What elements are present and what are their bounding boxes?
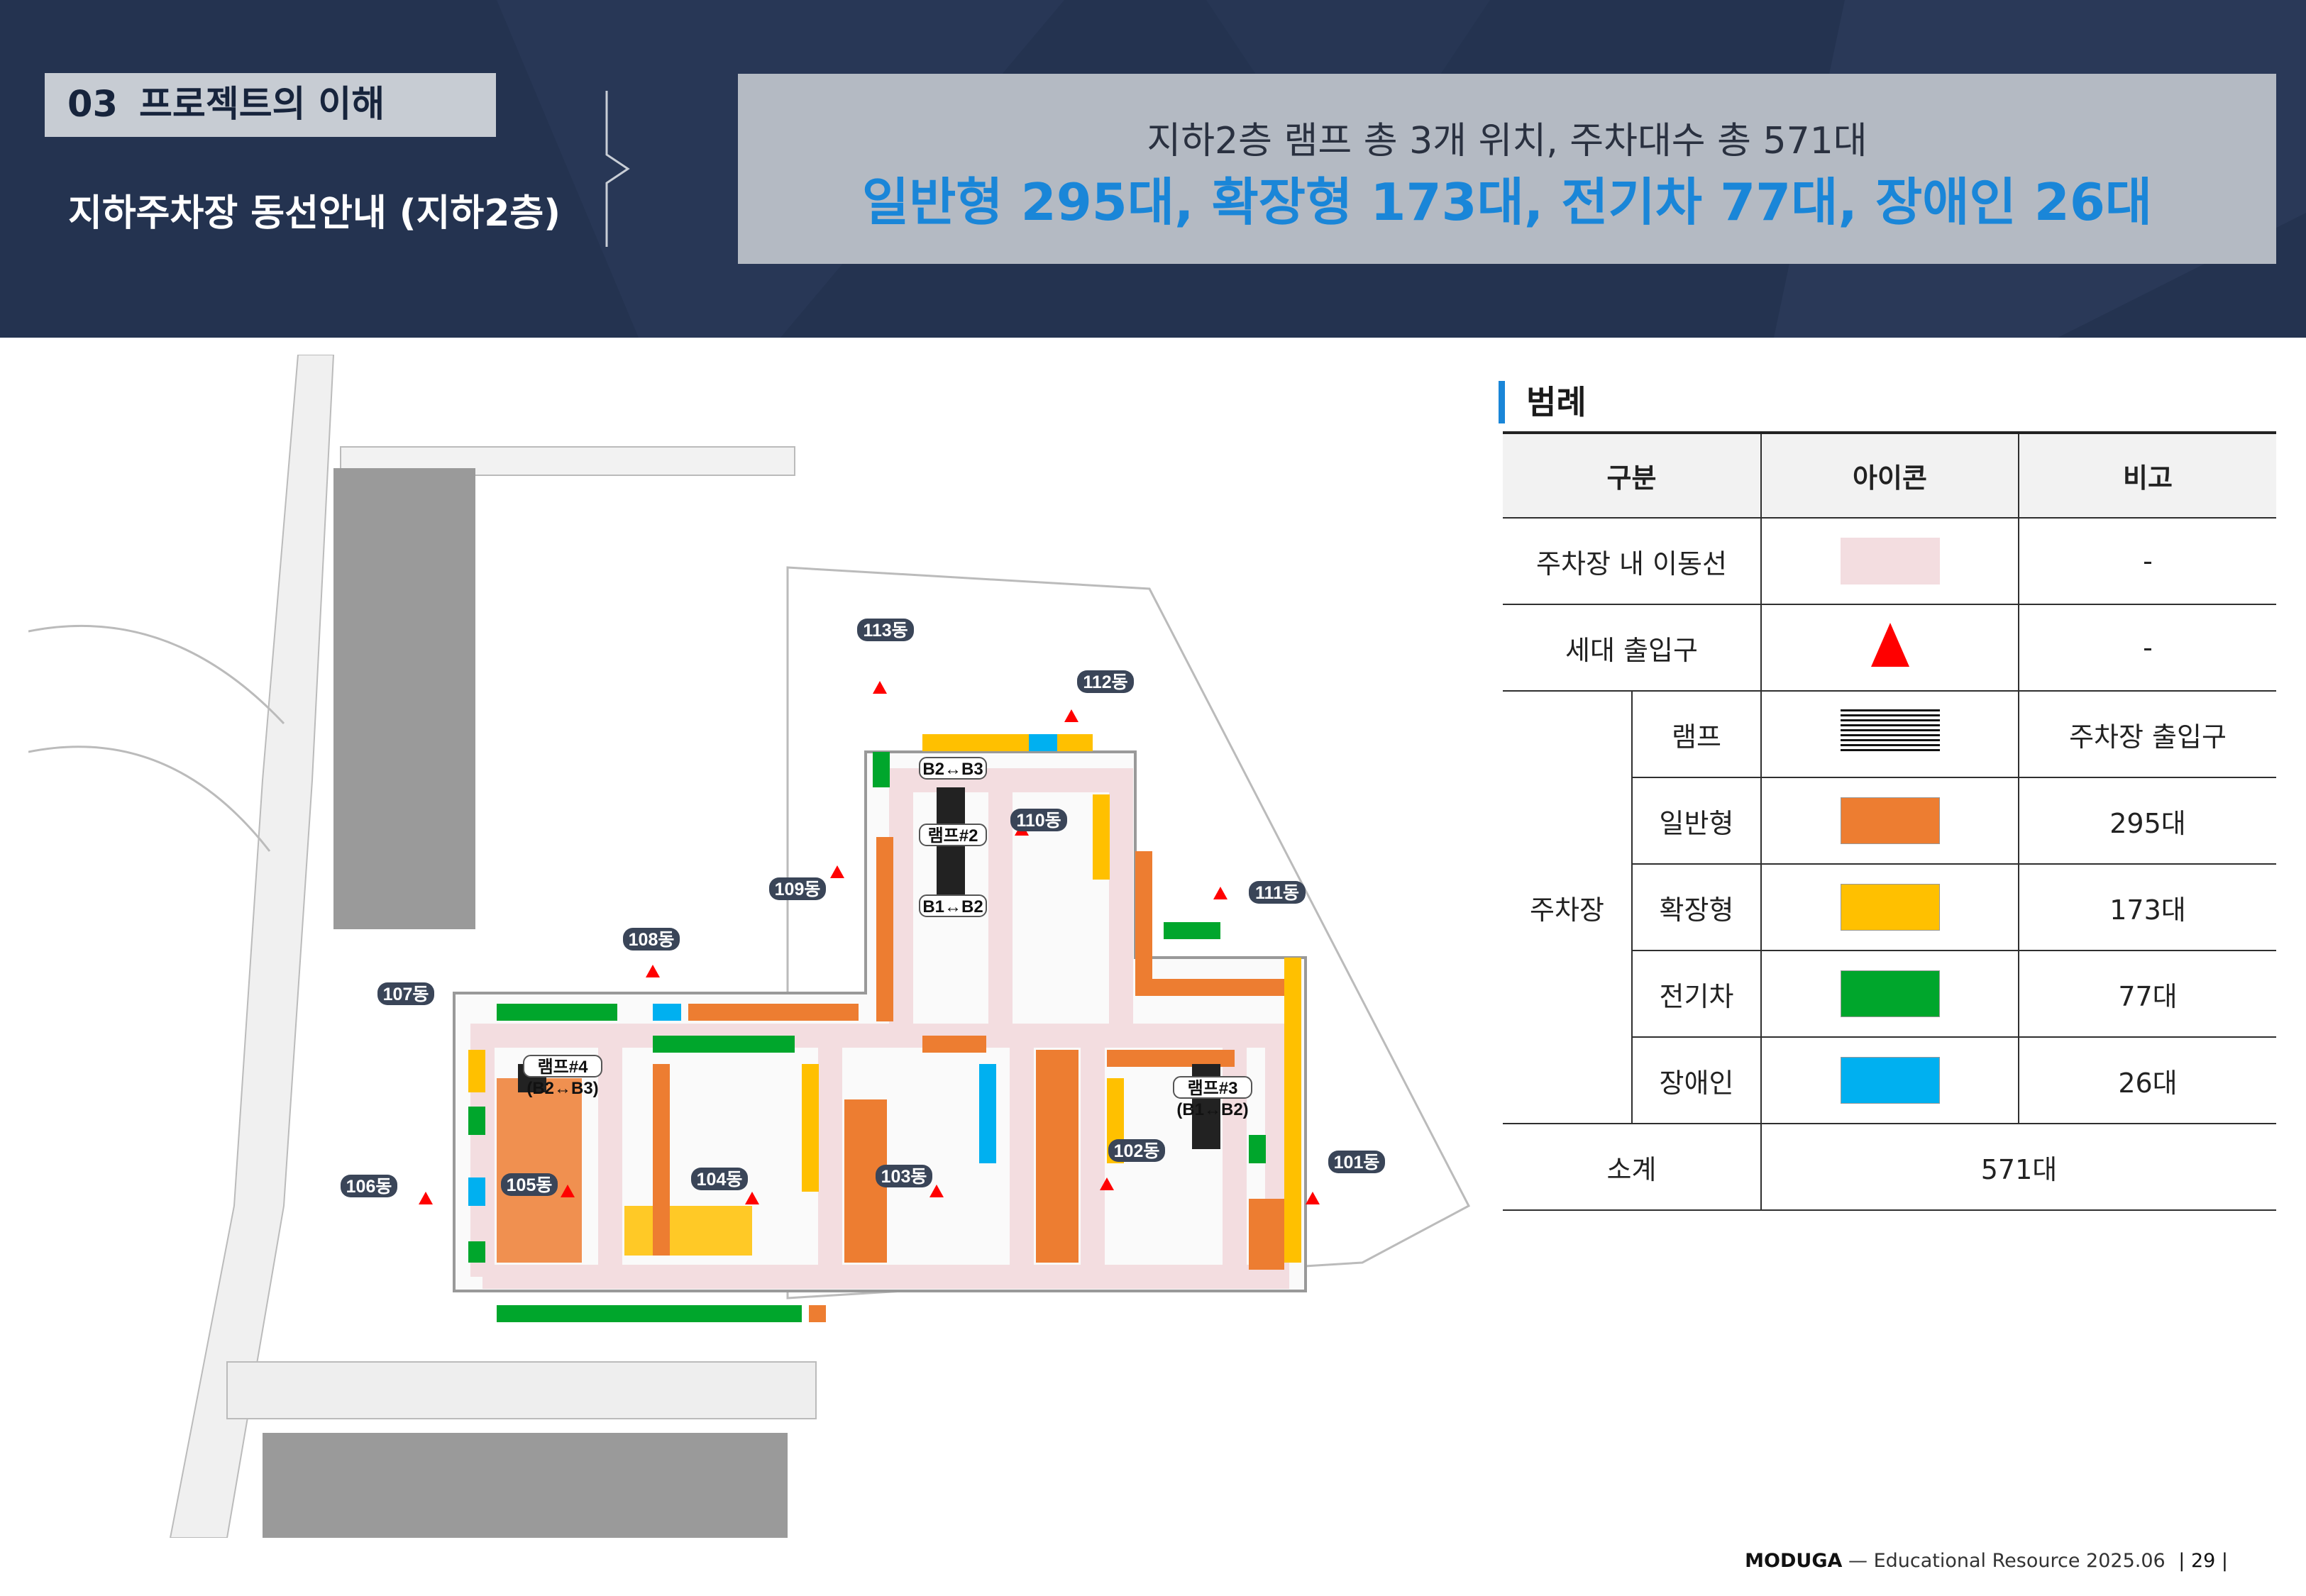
route-swatch: [1840, 538, 1940, 584]
building-106: 106동: [341, 1175, 397, 1197]
footer: MODUGA — Educational Resource 2025.06 | …: [1745, 1550, 2235, 1572]
footer-dash: —: [1848, 1550, 1868, 1572]
section-number: 03: [67, 84, 118, 126]
svg-text:105동: 105동: [507, 1175, 553, 1195]
red-triangle-icon: [1870, 622, 1909, 667]
legend-table: 구분 아이콘 비고 주차장 내 이동선 - 세대 출입구 - 주차장 램프 주차…: [1503, 431, 2276, 1211]
disabled-swatch: [1840, 1057, 1940, 1104]
page-number: | 29 |: [2178, 1550, 2228, 1572]
svg-text:111동: 111동: [1255, 883, 1299, 903]
legend-expanded-icon: [1760, 863, 2019, 951]
building-112: 112동: [1077, 670, 1134, 693]
legend-title: 범례: [1499, 381, 1587, 423]
building-113: 113동: [857, 619, 914, 641]
legend-disabled-note: 26대: [2018, 1036, 2276, 1124]
building-107: 107동: [377, 982, 434, 1005]
legend-header-note: 비고: [2018, 431, 2276, 519]
unit-entrances: [419, 681, 1320, 1204]
legend-entrance-note: -: [2018, 604, 2276, 692]
section-title: 프로젝트의 이해: [138, 84, 385, 126]
legend-general-label: 일반형: [1632, 777, 1762, 865]
section-tag: 03 프로젝트의 이해: [45, 73, 496, 137]
legend-header-category: 구분: [1503, 431, 1762, 519]
building-101: 101동: [1328, 1151, 1385, 1173]
ramp-label-b1-b2: B1↔B2: [922, 897, 983, 916]
building-105: 105동: [501, 1173, 558, 1196]
building-108: 108동: [623, 928, 680, 951]
svg-text:113동: 113동: [863, 621, 907, 641]
summary-line-2: 일반형 295대, 확장형 173대, 전기차 77대, 장애인 26대: [861, 172, 2153, 232]
legend-header-icon: 아이콘: [1760, 431, 2019, 519]
drive-route: [470, 768, 1289, 1289]
footer-brand: MODUGA: [1745, 1550, 1843, 1572]
ramp-label-2: 램프#2: [928, 826, 978, 846]
expanded-swatch: [1840, 884, 1940, 931]
legend-route-note: -: [2018, 517, 2276, 605]
legend-ramp-label: 램프: [1631, 690, 1762, 778]
svg-text:107동: 107동: [383, 985, 429, 1004]
svg-text:101동: 101동: [1334, 1153, 1380, 1173]
svg-text:106동: 106동: [346, 1177, 392, 1197]
legend-expanded-label: 확장형: [1632, 863, 1762, 951]
ramp-label-4-sub: (B2↔B3): [526, 1079, 598, 1098]
building-109: 109동: [769, 877, 826, 900]
legend-total-value: 571대: [1760, 1123, 2276, 1211]
svg-text:104동: 104동: [697, 1170, 743, 1190]
footer-text: Educational Resource 2025.06: [1873, 1550, 2166, 1572]
legend-disabled-label: 장애인: [1632, 1036, 1762, 1124]
ramp-label-3: 램프#3: [1188, 1079, 1238, 1098]
legend-expanded-note: 173대: [2018, 863, 2276, 951]
legend-total-label: 소계: [1503, 1123, 1762, 1211]
legend-route-label: 주차장 내 이동선: [1503, 517, 1762, 605]
legend-entrance-icon: [1760, 604, 2019, 692]
building-111: 111동: [1249, 881, 1306, 904]
legend-ramp-icon: [1760, 690, 2019, 778]
summary-box: 지하2층 램프 총 3개 위치, 주차대수 총 571대 일반형 295대, 확…: [738, 74, 2276, 264]
header-banner: 03 프로젝트의 이해 지하주차장 동선안내 (지하2층) 지하2층 램프 총 3…: [0, 0, 2306, 338]
legend-ramp-note: 주차장 출입구: [2018, 690, 2276, 778]
ramp-label-3-sub: (B1↔B2): [1176, 1100, 1248, 1119]
building-104: 104동: [691, 1168, 748, 1190]
svg-text:112동: 112동: [1083, 672, 1127, 692]
parking-site-map: 113동 112동 110동 109동 111동 108동 107동 106동 …: [28, 355, 1582, 1538]
summary-line-1: 지하2층 램프 총 3개 위치, 주차대수 총 571대: [1147, 120, 1868, 162]
svg-text:103동: 103동: [881, 1167, 927, 1187]
general-swatch: [1840, 797, 1940, 844]
page-title: 지하주차장 동선안내 (지하2층): [68, 192, 561, 235]
legend-ev-label: 전기차: [1632, 950, 1762, 1038]
parking-stalls: [468, 734, 1301, 1322]
svg-text:108동: 108동: [629, 930, 675, 950]
building-110: 110동: [1010, 809, 1067, 831]
ramp-label-b2-b3: B2↔B3: [922, 760, 983, 779]
ev-swatch: [1840, 970, 1940, 1017]
building-103: 103동: [876, 1165, 932, 1187]
legend-parking-group: 주차장: [1503, 690, 1633, 1124]
legend-entrance-label: 세대 출입구: [1503, 604, 1762, 692]
svg-text:109동: 109동: [775, 880, 821, 899]
legend-general-icon: [1760, 777, 2019, 865]
legend-ev-note: 77대: [2018, 950, 2276, 1038]
divider-chevron-icon: [605, 91, 630, 247]
building-102: 102동: [1108, 1139, 1165, 1162]
svg-text:102동: 102동: [1114, 1141, 1160, 1161]
legend-general-note: 295대: [2018, 777, 2276, 865]
legend-route-icon: [1760, 517, 2019, 605]
ramp-stripes-icon: [1840, 707, 1940, 755]
ramp-labels: B2↔B3 램프#2 B1↔B2 램프#4 (B2↔B3) 램프#3 (B1↔B…: [523, 757, 1252, 1119]
legend-ev-icon: [1760, 950, 2019, 1038]
ramp-label-4: 램프#4: [538, 1058, 589, 1077]
building-labels: 113동 112동 110동 109동 111동 108동 107동 106동 …: [341, 619, 1385, 1197]
legend-disabled-icon: [1760, 1036, 2019, 1124]
svg-text:110동: 110동: [1016, 811, 1061, 831]
